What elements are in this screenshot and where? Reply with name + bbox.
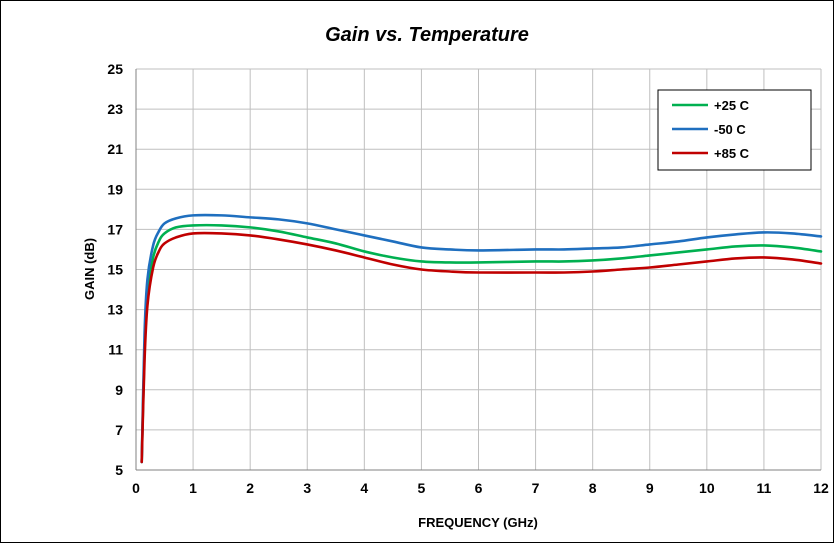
x-tick-labels: 0 1 2 3 4 5 6 7 8 9 10 11 12 xyxy=(132,480,829,496)
y-tick-label-6: 17 xyxy=(107,221,123,237)
x-tick-label-6: 6 xyxy=(475,480,483,496)
series-lines xyxy=(140,213,823,464)
x-tick-label-4: 4 xyxy=(360,480,368,496)
y-tick-label-7: 19 xyxy=(107,181,123,197)
x-tick-label-0: 0 xyxy=(132,480,140,496)
y-tick-label-1: 7 xyxy=(115,422,123,438)
x-tick-label-5: 5 xyxy=(418,480,426,496)
y-tick-label-8: 21 xyxy=(107,141,123,157)
legend-label-0: +25 C xyxy=(714,98,750,113)
x-tick-label-9: 9 xyxy=(646,480,654,496)
legend-label-1: -50 C xyxy=(714,122,746,137)
chart-title: Gain vs. Temperature xyxy=(325,24,529,46)
y-tick-label-5: 15 xyxy=(107,262,123,278)
y-tick-label-0: 5 xyxy=(115,462,123,478)
x-tick-label-8: 8 xyxy=(589,480,597,496)
x-tick-label-7: 7 xyxy=(532,480,540,496)
x-tick-label-3: 3 xyxy=(303,480,311,496)
x-tick-label-10: 10 xyxy=(699,480,715,496)
axes xyxy=(135,69,821,471)
y-axis-label: GAIN (dB) xyxy=(82,238,97,300)
legend: +25 C -50 C +85 C xyxy=(657,89,812,171)
series-line-0 xyxy=(140,223,823,464)
y-tick-label-4: 13 xyxy=(107,302,123,318)
x-tick-label-1: 1 xyxy=(189,480,197,496)
series-line-1 xyxy=(140,213,823,464)
x-tick-label-12: 12 xyxy=(813,480,829,496)
y-tick-labels: 5 7 9 11 13 15 17 19 21 23 25 xyxy=(107,61,123,478)
y-tick-label-3: 11 xyxy=(108,342,123,358)
x-tick-label-2: 2 xyxy=(246,480,254,496)
x-axis-label: FREQUENCY (GHz) xyxy=(418,515,538,530)
legend-label-2: +85 C xyxy=(714,146,750,161)
y-tick-label-10: 25 xyxy=(107,61,123,77)
y-tick-label-9: 23 xyxy=(107,101,123,117)
y-tick-label-2: 9 xyxy=(115,382,123,398)
series-line-2 xyxy=(140,231,823,464)
x-tick-label-11: 11 xyxy=(757,480,772,496)
